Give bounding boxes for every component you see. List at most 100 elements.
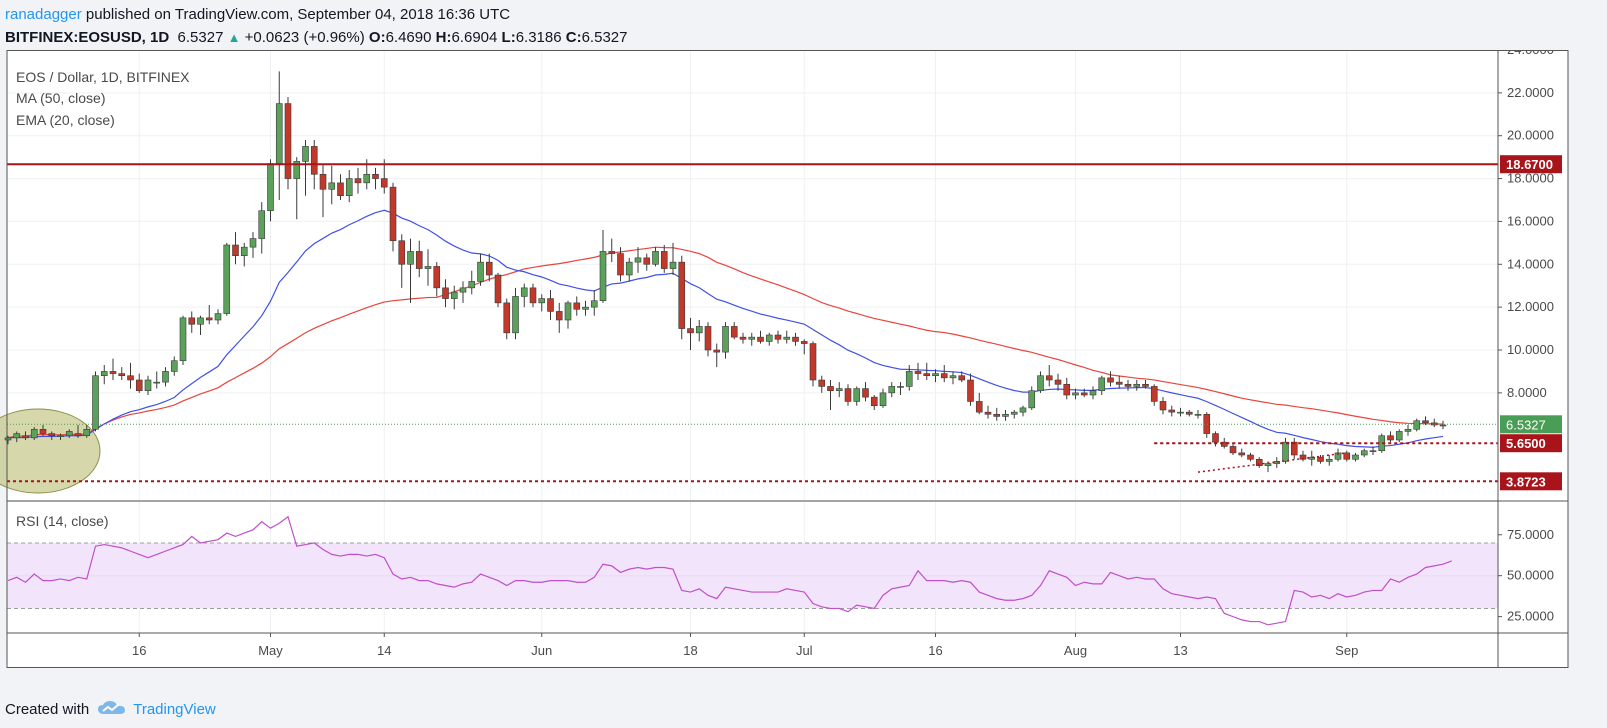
candle-body: [722, 326, 729, 353]
candle: [188, 311, 196, 333]
candle-body: [940, 373, 948, 379]
candle-body: [582, 306, 589, 310]
author-link[interactable]: ranadagger: [5, 6, 82, 23]
candle-body: [678, 261, 686, 329]
candle: [599, 230, 607, 303]
candle: [1317, 455, 1324, 464]
tradingview-link[interactable]: TradingView: [133, 700, 216, 718]
chart-canvas[interactable]: 8.0000 10.0000 12.0000 14.0000 16.0000 18.000…: [0, 50, 1607, 690]
candle-body: [1159, 401, 1167, 411]
candle: [783, 330, 791, 344]
candle-body: [792, 336, 799, 342]
candle-body: [564, 302, 572, 321]
candle: [512, 287, 519, 340]
candle: [442, 279, 449, 308]
candle-body: [818, 379, 826, 387]
candle-body: [1203, 413, 1211, 434]
candle-body: [39, 428, 47, 434]
candle-body: [319, 173, 327, 190]
created-with-text: Created with: [5, 700, 90, 718]
candle: [739, 332, 747, 344]
candle: [940, 365, 948, 383]
candle: [555, 302, 563, 333]
candle: [1369, 446, 1377, 455]
candle: [958, 371, 966, 383]
candle: [1360, 448, 1368, 458]
candle-body: [520, 287, 528, 297]
candle-body: [1089, 390, 1097, 396]
candle-body: [1168, 409, 1176, 413]
tradingview-cloud-icon: [97, 700, 127, 720]
candle: [354, 167, 362, 194]
x-tick-label: 13: [1173, 643, 1187, 658]
candle-body: [310, 146, 318, 175]
candle-body: [1395, 431, 1403, 441]
candle-body: [949, 375, 957, 379]
candle-body: [1150, 386, 1158, 402]
candle-body: [757, 336, 764, 342]
candle: [1413, 418, 1421, 432]
candle: [870, 395, 878, 410]
candle: [1168, 405, 1176, 417]
candle: [1045, 365, 1053, 387]
candle-body: [503, 302, 511, 334]
candle: [459, 281, 467, 303]
candle: [547, 290, 554, 320]
chart-frame: [6, 50, 1569, 668]
candle: [774, 330, 782, 344]
candle-body: [109, 371, 117, 374]
candle: [564, 300, 572, 329]
candle-body: [1177, 411, 1184, 414]
candle: [328, 165, 336, 205]
candle-body: [1037, 375, 1044, 392]
candle: [389, 182, 397, 252]
candle: [109, 358, 117, 380]
publish-line: ranadagger published on TradingView.com,…: [5, 6, 510, 23]
candle: [1177, 407, 1184, 417]
candle: [74, 425, 82, 438]
candle: [1238, 448, 1246, 458]
candle-body: [415, 251, 423, 269]
x-tick-label: 16: [132, 643, 146, 658]
candle-body: [1010, 411, 1018, 415]
candle: [1325, 455, 1333, 466]
candle: [1010, 410, 1018, 419]
candle: [879, 388, 887, 408]
candle-body: [240, 246, 248, 257]
candle: [687, 317, 694, 350]
candle: [1124, 380, 1132, 391]
candle: [48, 431, 56, 440]
candle: [258, 202, 266, 254]
candle-body: [888, 386, 896, 394]
y-tick-label: 14.0000: [1507, 256, 1554, 271]
candle: [1194, 410, 1202, 419]
candle: [1063, 377, 1071, 400]
candle: [669, 242, 677, 275]
candle-body: [494, 274, 502, 304]
candle: [634, 247, 642, 273]
candle-body: [48, 433, 56, 437]
candle-body: [617, 253, 624, 276]
candle-body: [1334, 452, 1342, 460]
ema20-series: [7, 209, 1444, 448]
candle-body: [625, 261, 633, 276]
candle: [844, 384, 852, 406]
candle-body: [1387, 435, 1394, 441]
candle-body: [1212, 433, 1219, 443]
candle-body: [704, 326, 712, 351]
candle: [1220, 437, 1228, 449]
candle-body: [477, 261, 484, 282]
candle: [730, 322, 738, 340]
candle-body: [1063, 383, 1071, 396]
candle: [1430, 418, 1438, 428]
candle-body: [1360, 450, 1368, 456]
candle-body: [993, 413, 1001, 417]
candle: [608, 238, 616, 263]
candle-body: [345, 178, 353, 197]
candle-body: [4, 437, 12, 441]
candle-body: [197, 317, 204, 325]
candle: [118, 367, 126, 380]
candle: [179, 315, 187, 365]
candle-body: [92, 375, 99, 430]
candle: [337, 174, 344, 200]
